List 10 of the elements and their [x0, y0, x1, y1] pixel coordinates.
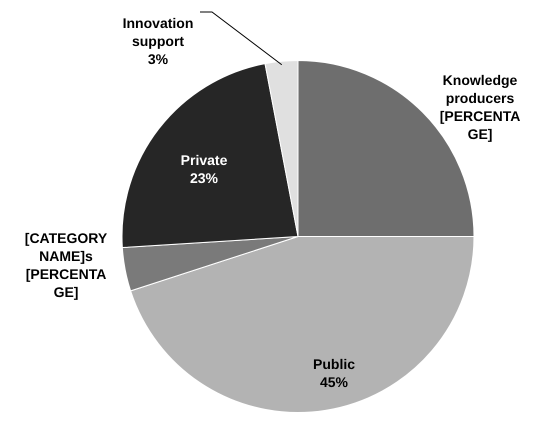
slice-label: Public: [312, 356, 356, 372]
data-label: 3%: [148, 50, 169, 67]
data-label: [PERCENTAGE]: [26, 266, 106, 300]
data-label: 45%: [320, 374, 349, 390]
data-label: [PERCENTAGE]: [440, 108, 520, 142]
data-label: 23%: [190, 170, 219, 186]
slice-label: Knowledge producers: [442, 72, 518, 106]
slice-label: [CATEGORY NAME]s: [24, 230, 108, 264]
slice-label: Innovation support: [122, 14, 194, 49]
slice-label: Private: [180, 152, 228, 168]
